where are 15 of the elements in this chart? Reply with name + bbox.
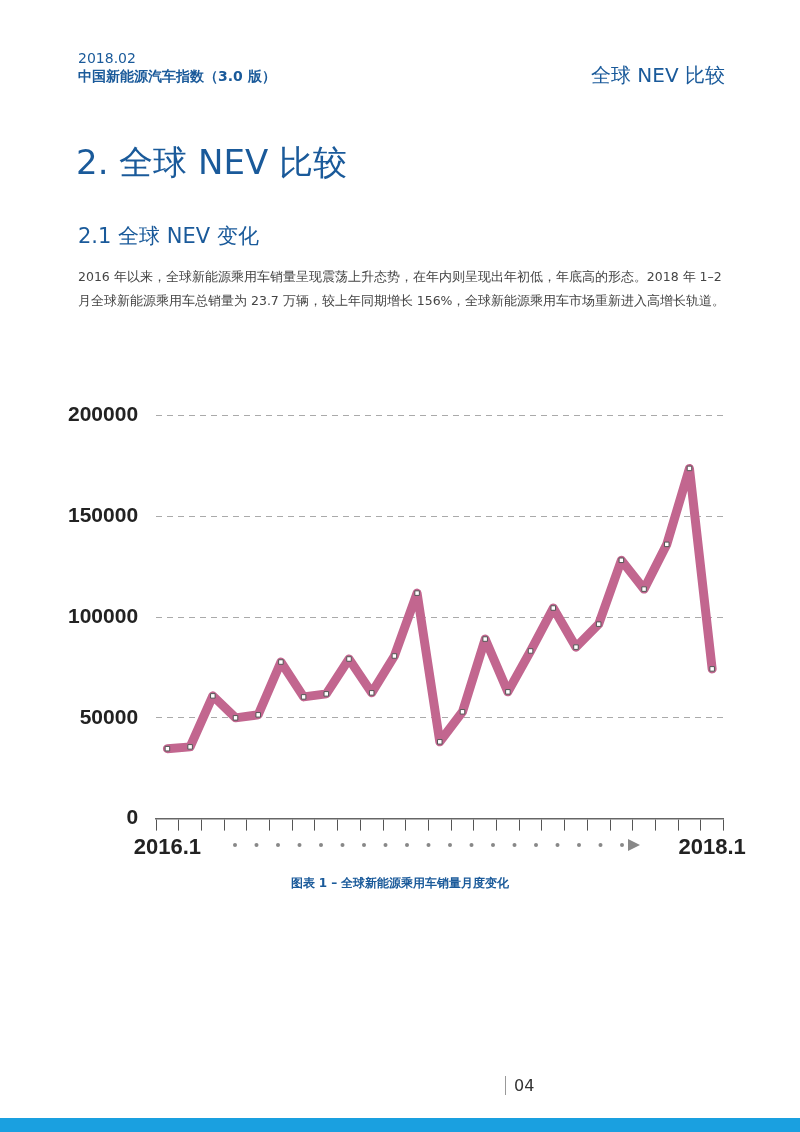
text: 2018.02 — [78, 50, 136, 66]
text: 图表 1 – 全球新能源乘用车销量月度变化 — [289, 875, 511, 892]
text: 2.1 全球 NEV 变化 — [78, 223, 259, 250]
text: 中国新能源汽车指数（3.0 版） — [78, 68, 276, 86]
x-tick-label: 2016.1 — [133, 833, 202, 859]
y-tick-label: 200000 — [68, 402, 139, 426]
y-tick-label: 150000 — [68, 503, 139, 527]
y-tick-label: 50000 — [79, 704, 139, 728]
x-tick-label: 2018.1 — [678, 833, 746, 859]
text: 2. 全球 NEV 比较 — [76, 141, 348, 184]
text: 2016 年以来，全球新能源乘用车销量呈现震荡上升态势，在年内则呈现出年初低，年底高的形态。2018 年 1–2 月全球新能源乘用车总销量为 23.7 万辆，较上年同期增长 156%，全球新能源乘用车市场重新进入高增长轨道。 — [78, 268, 727, 310]
text: 04 — [505, 1076, 535, 1095]
y-tick-label: 100000 — [68, 603, 139, 627]
y-tick-label: 0 — [126, 805, 139, 829]
text: 全球 NEV 比较 — [591, 62, 725, 89]
